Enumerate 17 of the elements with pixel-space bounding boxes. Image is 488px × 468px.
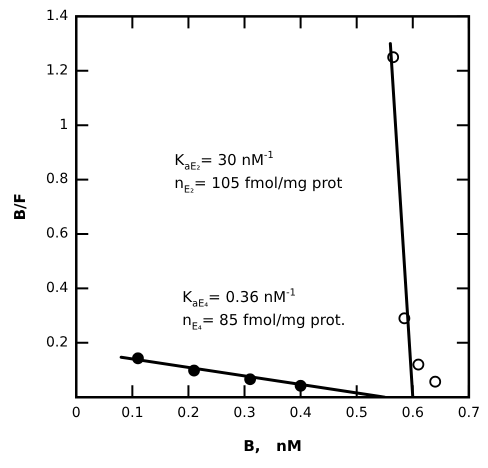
y-tick-label: 1 xyxy=(59,116,68,133)
x-tick-label: 0.3 xyxy=(233,405,256,422)
y-tick-label: 0.2 xyxy=(46,334,68,350)
x-axis-title: B, nM xyxy=(243,436,302,455)
x-tick-label: 0 xyxy=(72,405,81,422)
x-tick-label: 0.1 xyxy=(121,405,144,422)
y-axis-title: B/F xyxy=(10,193,29,220)
y-tick-label: 0.6 xyxy=(46,226,68,242)
x-tick-label: 0.4 xyxy=(289,405,312,422)
x-tick-label: 0.6 xyxy=(402,405,424,422)
y-tick-label: 1.2 xyxy=(46,62,68,78)
y-tick-label: 1.4 xyxy=(46,8,68,24)
y-tick-label: 0.4 xyxy=(46,280,68,296)
x-tick-label: 0.5 xyxy=(346,405,368,422)
x-tick-label: 0.7 xyxy=(458,405,480,422)
y-tick-label: 0.8 xyxy=(46,171,68,188)
x-tick-label: 0.2 xyxy=(177,405,200,422)
